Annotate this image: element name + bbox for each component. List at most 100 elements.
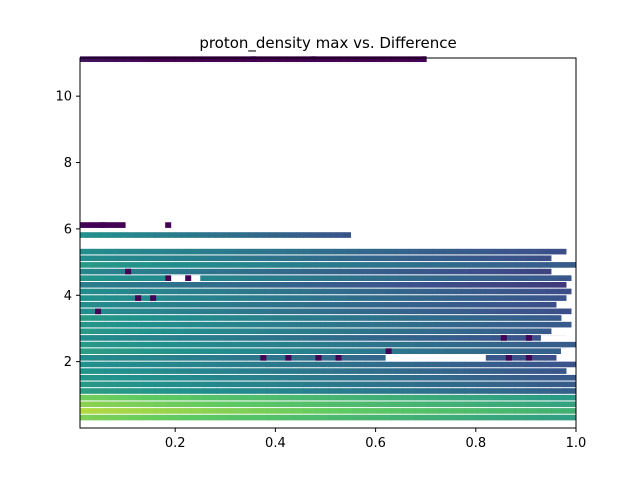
- heatmap-cell: [253, 381, 267, 388]
- heatmap-cell: [472, 275, 486, 281]
- heatmap-cell: [534, 308, 547, 315]
- heatmap-cell: [509, 308, 523, 315]
- heatmap-cell: [92, 321, 106, 328]
- heatmap-cell: [433, 268, 446, 275]
- heatmap-cell: [563, 394, 577, 401]
- plot-frame: [79, 57, 577, 429]
- heatmap-cell: [225, 348, 239, 354]
- heatmap-cell: [166, 408, 180, 414]
- heatmap-cell: [315, 361, 329, 368]
- heatmap-cell: [179, 408, 193, 414]
- heatmap-cell: [142, 394, 155, 401]
- x-tick-label: 0.2: [165, 436, 186, 451]
- heatmap-cell: [411, 288, 425, 295]
- heatmap-cell: [201, 281, 215, 288]
- heatmap-cell: [140, 348, 154, 354]
- heatmap-cell: [402, 388, 416, 394]
- heatmap-cell: [191, 341, 205, 348]
- heatmap-cell: [539, 255, 552, 262]
- heatmap-cell: [92, 414, 106, 421]
- heatmap-cell: [444, 348, 458, 354]
- heatmap-cell: [177, 335, 190, 341]
- heatmap-cell: [268, 255, 281, 262]
- heatmap-cell: [80, 341, 93, 348]
- heatmap-cell: [291, 328, 305, 335]
- heatmap-cell: [526, 361, 540, 368]
- heatmap-cell: [489, 401, 503, 408]
- heatmap-cell: [350, 308, 363, 315]
- heatmap-cell: [421, 255, 434, 262]
- heatmap-cell: [315, 268, 328, 275]
- heatmap-cell: [138, 255, 152, 262]
- heatmap-cell: [213, 335, 227, 341]
- heatmap-cell: [350, 321, 363, 328]
- heatmap-cell: [154, 374, 168, 381]
- heatmap-cell: [541, 248, 555, 255]
- heatmap-cell: [290, 341, 304, 348]
- heatmap-cell: [340, 401, 354, 408]
- heatmap-cell: [177, 295, 190, 301]
- heatmap-cell: [127, 255, 140, 262]
- heatmap-cell: [97, 56, 107, 62]
- heatmap-cell: [189, 335, 202, 341]
- heatmap-cell: [315, 255, 328, 262]
- heatmap-cell: [228, 381, 242, 388]
- heatmap-low-cell: [335, 354, 342, 361]
- heatmap-cell: [395, 248, 409, 255]
- heatmap-cell: [253, 401, 267, 408]
- heatmap-cell: [142, 408, 155, 414]
- heatmap-cell: [237, 335, 251, 341]
- heatmap-cell: [476, 414, 490, 421]
- heatmap-cell: [427, 388, 441, 394]
- heatmap-cell: [194, 232, 203, 238]
- heatmap-cell: [327, 328, 340, 335]
- heatmap-cell: [359, 335, 373, 341]
- heatmap-cell: [526, 408, 540, 414]
- heatmap-cell: [105, 222, 108, 228]
- heatmap-cell: [189, 368, 202, 374]
- heatmap-cell: [153, 321, 167, 328]
- heatmap-cell: [178, 321, 191, 328]
- heatmap-cell: [493, 348, 506, 354]
- heatmap-cell: [204, 341, 217, 348]
- heatmap-cell: [298, 348, 312, 354]
- heatmap-cell: [414, 341, 428, 348]
- heatmap-cell: [250, 368, 263, 374]
- heatmap-cell: [414, 414, 428, 421]
- heatmap-cell: [166, 56, 176, 62]
- heatmap-cell: [250, 281, 263, 288]
- heatmap-cell: [444, 295, 458, 301]
- heatmap-cell: [501, 374, 515, 381]
- heatmap-cell: [209, 328, 222, 335]
- heatmap-cell: [315, 328, 328, 335]
- heatmap-cell: [340, 394, 354, 401]
- heatmap-cell: [480, 255, 493, 262]
- heatmap-cell: [509, 288, 523, 295]
- heatmap-cell: [484, 301, 497, 308]
- heatmap-cell: [93, 232, 101, 238]
- heatmap-cell: [464, 414, 478, 421]
- heatmap-cell: [280, 328, 293, 335]
- heatmap-cell: [377, 408, 391, 414]
- heatmap-cell: [80, 232, 88, 238]
- heatmap-cell: [294, 301, 307, 308]
- heatmap-cell: [127, 301, 140, 308]
- heatmap-cell: [383, 335, 397, 341]
- heatmap-cell: [551, 262, 565, 268]
- heatmap-low-cell: [185, 275, 192, 281]
- heatmap-cell: [515, 328, 528, 335]
- heatmap-cell: [190, 321, 204, 328]
- heatmap-cell: [177, 248, 190, 255]
- heatmap-cell: [237, 295, 251, 301]
- heatmap-cell: [92, 401, 106, 408]
- heatmap-cell: [408, 56, 418, 62]
- heatmap-cell: [526, 414, 540, 421]
- heatmap-cell: [251, 275, 265, 281]
- heatmap-cell: [96, 222, 99, 228]
- heatmap-cell: [551, 361, 565, 368]
- heatmap-cell: [104, 408, 118, 414]
- heatmap-cell: [140, 368, 154, 374]
- heatmap-cell: [91, 268, 105, 275]
- heatmap-cell: [90, 222, 92, 228]
- heatmap-cell: [309, 232, 318, 238]
